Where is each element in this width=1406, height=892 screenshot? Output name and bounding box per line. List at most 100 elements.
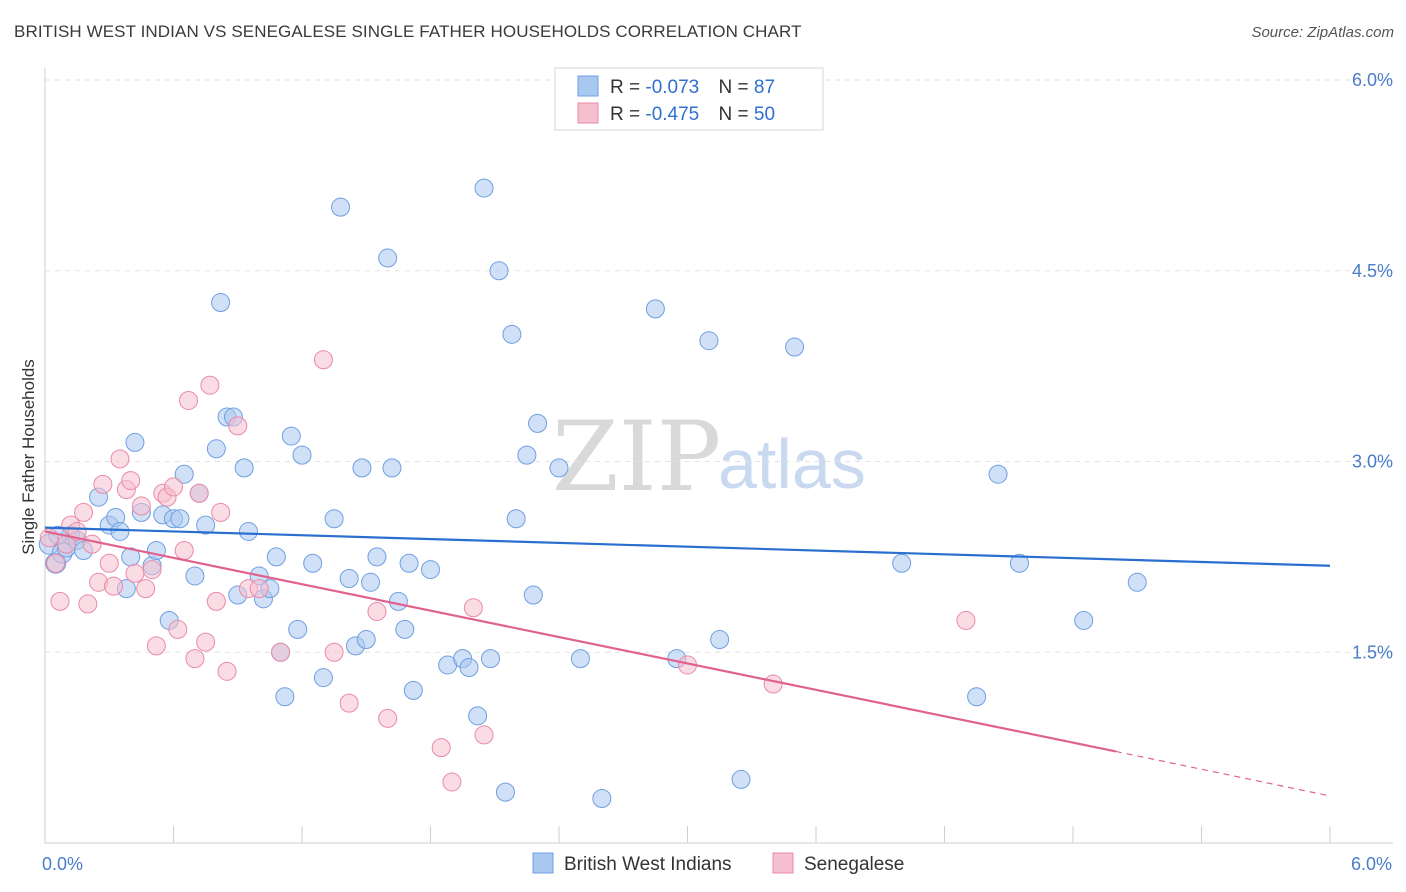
data-point-british-west-indians	[378, 248, 398, 268]
data-point-senegalese	[442, 772, 462, 792]
data-point-senegalese	[211, 502, 231, 522]
data-point-senegalese	[217, 661, 237, 681]
data-point-senegalese	[313, 350, 333, 370]
data-point-british-west-indians	[506, 509, 526, 529]
data-point-senegalese	[74, 502, 94, 522]
data-point-senegalese	[104, 576, 124, 596]
data-point-british-west-indians	[211, 293, 231, 313]
data-point-british-west-indians	[288, 619, 308, 639]
data-point-british-west-indians	[234, 458, 254, 478]
data-point-british-west-indians	[421, 560, 440, 580]
data-point-senegalese	[121, 471, 141, 491]
data-point-senegalese	[131, 496, 151, 516]
data-point-senegalese	[125, 563, 145, 583]
data-point-british-west-indians	[395, 619, 415, 639]
x-tick-marks	[173, 826, 1331, 843]
data-point-british-west-indians	[549, 458, 569, 478]
y-tick-label: 3.0%	[1352, 452, 1393, 472]
data-point-senegalese	[185, 649, 205, 669]
data-point-senegalese	[174, 541, 194, 561]
data-point-senegalese	[228, 416, 248, 436]
data-point-british-west-indians	[1009, 553, 1029, 573]
data-point-british-west-indians	[399, 553, 419, 573]
bottom-legend-label-senegalese: Senegalese	[804, 854, 904, 875]
data-point-british-west-indians	[292, 445, 312, 465]
data-point-british-west-indians	[731, 769, 751, 789]
grid-lines	[45, 79, 1393, 653]
data-point-senegalese	[324, 642, 344, 662]
data-point-senegalese	[146, 636, 166, 656]
data-point-british-west-indians	[502, 324, 522, 344]
data-point-senegalese	[367, 602, 387, 622]
data-point-senegalese	[206, 591, 226, 611]
data-point-senegalese	[431, 738, 451, 758]
y-axis-label: Single Father Households	[19, 359, 38, 555]
data-point-senegalese	[463, 598, 483, 618]
data-point-senegalese	[271, 642, 291, 662]
data-point-senegalese	[196, 632, 216, 652]
data-point-british-west-indians	[645, 299, 665, 319]
data-point-senegalese	[99, 553, 119, 573]
y-tick-label: 6.0%	[1352, 70, 1393, 90]
source-label: Source: ZipAtlas.com	[1251, 24, 1394, 41]
data-point-senegalese	[168, 619, 188, 639]
data-point-british-west-indians	[110, 521, 130, 541]
trend-line-senegalese	[44, 530, 1117, 753]
data-point-british-west-indians	[1127, 572, 1147, 592]
data-point-british-west-indians	[388, 591, 408, 611]
data-point-british-west-indians	[275, 687, 295, 707]
legend: R = -0.073 N = 87 R = -0.475 N = 50	[554, 67, 824, 131]
legend-row-1: R = -0.475 N = 50	[610, 104, 775, 125]
legend-swatch-british-west-indians	[577, 75, 599, 97]
bottom-legend-swatch-senegalese	[772, 852, 794, 874]
watermark-atlas: atlas	[718, 425, 866, 503]
axes	[44, 68, 1393, 844]
data-point-british-west-indians	[352, 458, 372, 478]
data-point-senegalese	[82, 534, 102, 554]
data-point-british-west-indians	[238, 521, 258, 541]
data-point-british-west-indians	[206, 439, 226, 459]
data-point-british-west-indians	[331, 197, 351, 217]
data-point-british-west-indians	[988, 464, 1008, 484]
data-point-senegalese	[67, 521, 87, 541]
data-point-british-west-indians	[281, 426, 301, 446]
data-point-senegalese	[78, 594, 98, 614]
data-point-british-west-indians	[170, 509, 190, 529]
data-point-british-west-indians	[480, 649, 500, 669]
data-point-british-west-indians	[196, 515, 216, 535]
data-point-senegalese	[178, 390, 198, 410]
data-point-british-west-indians	[356, 630, 376, 650]
data-point-british-west-indians	[489, 261, 509, 281]
data-point-senegalese	[142, 560, 162, 580]
trend-line-extension-senegalese	[1115, 750, 1331, 797]
data-point-british-west-indians	[459, 658, 479, 678]
data-point-british-west-indians	[517, 445, 537, 465]
data-point-senegalese	[249, 579, 269, 599]
data-point-british-west-indians	[528, 413, 548, 433]
chart-title: BRITISH WEST INDIAN VS SENEGALESE SINGLE…	[14, 22, 802, 41]
data-point-british-west-indians	[361, 572, 381, 592]
legend-swatch-senegalese	[577, 102, 599, 124]
bottom-legend: British West Indians Senegalese	[532, 852, 904, 875]
bottom-legend-label-british-west-indians: British West Indians	[564, 854, 732, 875]
data-point-british-west-indians	[710, 630, 730, 650]
y-tick-label: 4.5%	[1352, 261, 1393, 281]
data-point-senegalese	[136, 579, 156, 599]
data-point-senegalese	[46, 553, 66, 573]
data-point-british-west-indians	[474, 178, 494, 198]
data-point-british-west-indians	[146, 541, 166, 561]
trend-line-british-west-indians	[44, 526, 1331, 567]
y-tick-label: 1.5%	[1352, 642, 1393, 662]
data-point-senegalese	[763, 674, 783, 694]
data-point-british-west-indians	[495, 782, 515, 802]
data-point-british-west-indians	[185, 566, 205, 586]
data-point-british-west-indians	[125, 432, 145, 452]
data-point-senegalese	[378, 708, 398, 728]
data-point-british-west-indians	[403, 680, 423, 700]
data-point-british-west-indians	[313, 668, 333, 688]
data-point-british-west-indians	[339, 568, 359, 588]
data-point-senegalese	[956, 610, 976, 630]
data-point-british-west-indians	[592, 788, 612, 808]
data-point-british-west-indians	[699, 331, 719, 351]
